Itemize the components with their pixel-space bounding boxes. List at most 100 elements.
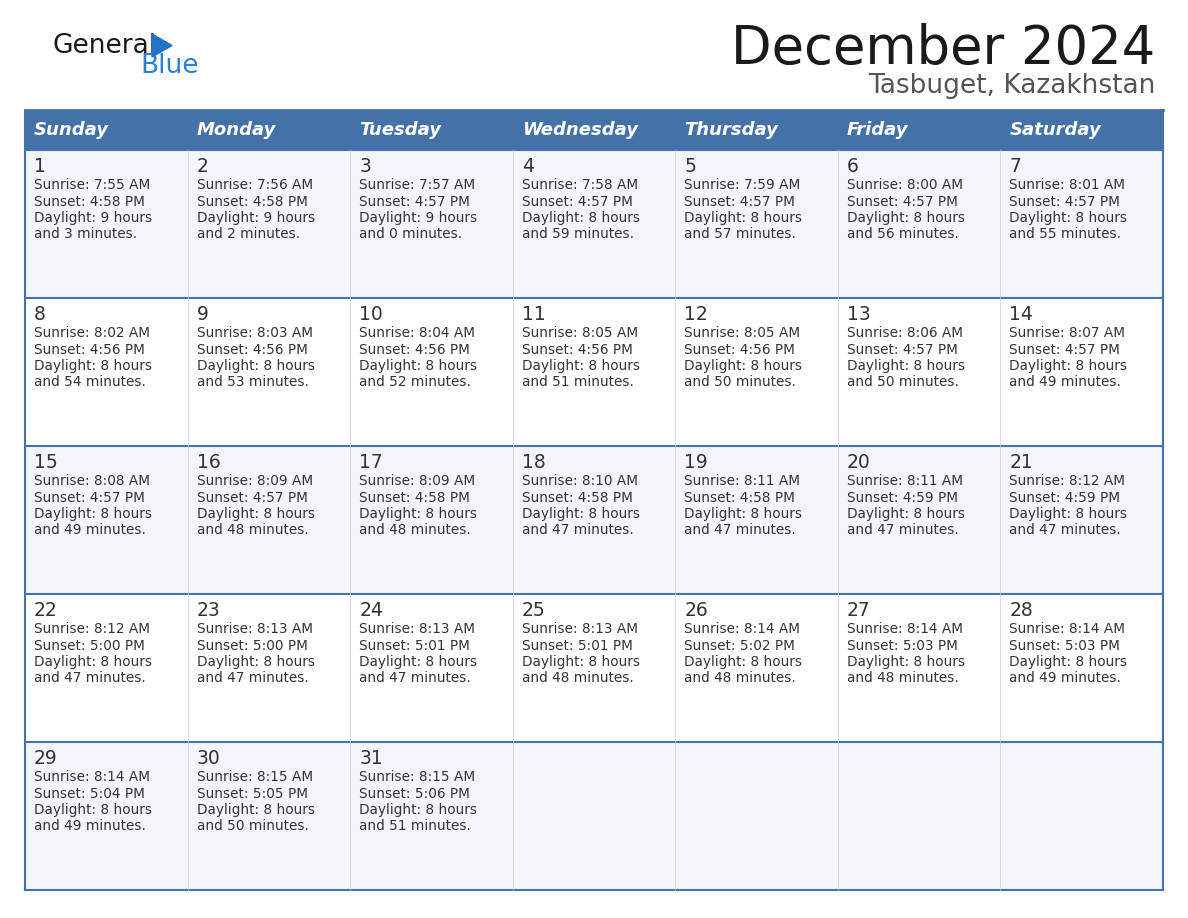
Text: Daylight: 9 hours: Daylight: 9 hours [359,211,478,225]
Bar [25,110,188,150]
Bar [513,446,675,594]
Text: Sunset: 4:59 PM: Sunset: 4:59 PM [1010,490,1120,505]
Text: Sunrise: 8:14 AM: Sunrise: 8:14 AM [1010,622,1125,636]
Text: 27: 27 [847,601,871,620]
Text: and 48 minutes.: and 48 minutes. [196,523,309,538]
Bar [25,594,188,742]
Text: Sunset: 4:58 PM: Sunset: 4:58 PM [359,490,470,505]
Bar [188,446,350,594]
Text: and 55 minutes.: and 55 minutes. [1010,228,1121,241]
Text: 22: 22 [34,601,58,620]
Text: Sunset: 4:58 PM: Sunset: 4:58 PM [196,195,308,208]
Text: Sunrise: 8:01 AM: Sunrise: 8:01 AM [1010,178,1125,192]
Bar [350,150,513,298]
Text: Daylight: 8 hours: Daylight: 8 hours [847,359,965,373]
Text: Daylight: 9 hours: Daylight: 9 hours [34,211,152,225]
Text: 23: 23 [196,601,220,620]
Text: 1: 1 [34,157,46,176]
Text: and 47 minutes.: and 47 minutes. [522,523,633,538]
Text: and 52 minutes.: and 52 minutes. [359,375,470,389]
Text: Sunrise: 8:12 AM: Sunrise: 8:12 AM [1010,474,1125,488]
Text: Daylight: 8 hours: Daylight: 8 hours [522,655,639,669]
Text: Sunrise: 8:13 AM: Sunrise: 8:13 AM [196,622,312,636]
Text: Daylight: 8 hours: Daylight: 8 hours [359,359,478,373]
Text: and 54 minutes.: and 54 minutes. [34,375,146,389]
Text: General: General [52,33,156,59]
Bar [25,298,188,446]
Text: Sunrise: 8:12 AM: Sunrise: 8:12 AM [34,622,150,636]
Bar [188,110,350,150]
Bar [838,446,1000,594]
Text: 31: 31 [359,749,383,768]
Bar [675,594,838,742]
Text: Daylight: 8 hours: Daylight: 8 hours [34,507,152,521]
Text: Sunset: 4:58 PM: Sunset: 4:58 PM [34,195,145,208]
Bar [1000,742,1163,890]
Text: 19: 19 [684,453,708,472]
Text: Sunset: 5:00 PM: Sunset: 5:00 PM [196,639,308,653]
Text: Wednesday: Wednesday [522,121,638,139]
Text: Daylight: 8 hours: Daylight: 8 hours [847,655,965,669]
Text: and 48 minutes.: and 48 minutes. [847,671,959,686]
Text: Sunrise: 8:05 AM: Sunrise: 8:05 AM [684,326,801,340]
Text: Blue: Blue [140,53,198,79]
Text: Sunrise: 8:06 AM: Sunrise: 8:06 AM [847,326,962,340]
Text: and 50 minutes.: and 50 minutes. [684,375,796,389]
Bar [1000,298,1163,446]
Bar [675,742,838,890]
Text: Sunrise: 8:11 AM: Sunrise: 8:11 AM [684,474,801,488]
Text: and 0 minutes.: and 0 minutes. [359,228,462,241]
Text: and 49 minutes.: and 49 minutes. [34,820,146,834]
Bar [513,150,675,298]
Bar [513,594,675,742]
Text: and 53 minutes.: and 53 minutes. [196,375,309,389]
Text: Sunset: 5:05 PM: Sunset: 5:05 PM [196,787,308,800]
Text: Sunrise: 8:00 AM: Sunrise: 8:00 AM [847,178,962,192]
Text: Daylight: 8 hours: Daylight: 8 hours [684,359,802,373]
Text: 29: 29 [34,749,58,768]
Text: Sunset: 4:58 PM: Sunset: 4:58 PM [522,490,632,505]
Text: 15: 15 [34,453,58,472]
Text: Sunrise: 8:09 AM: Sunrise: 8:09 AM [359,474,475,488]
Text: Sunrise: 8:05 AM: Sunrise: 8:05 AM [522,326,638,340]
Bar [838,110,1000,150]
Text: and 56 minutes.: and 56 minutes. [847,228,959,241]
Text: Daylight: 9 hours: Daylight: 9 hours [196,211,315,225]
Text: Sunset: 5:00 PM: Sunset: 5:00 PM [34,639,145,653]
Text: 17: 17 [359,453,383,472]
Text: Sunset: 4:57 PM: Sunset: 4:57 PM [522,195,632,208]
Text: 14: 14 [1010,305,1034,324]
Text: 13: 13 [847,305,871,324]
Text: and 48 minutes.: and 48 minutes. [684,671,796,686]
Text: Daylight: 8 hours: Daylight: 8 hours [34,803,152,817]
Text: Daylight: 8 hours: Daylight: 8 hours [196,803,315,817]
Text: and 3 minutes.: and 3 minutes. [34,228,137,241]
Bar [838,150,1000,298]
Text: and 51 minutes.: and 51 minutes. [359,820,470,834]
Text: Tasbuget, Kazakhstan: Tasbuget, Kazakhstan [867,73,1155,99]
Text: 6: 6 [847,157,859,176]
Text: Daylight: 8 hours: Daylight: 8 hours [196,655,315,669]
Bar [1000,594,1163,742]
Bar [1000,110,1163,150]
Text: and 48 minutes.: and 48 minutes. [359,523,470,538]
Text: and 49 minutes.: and 49 minutes. [34,523,146,538]
Text: and 47 minutes.: and 47 minutes. [684,523,796,538]
Text: Sunrise: 8:08 AM: Sunrise: 8:08 AM [34,474,150,488]
Bar [1000,446,1163,594]
Text: Sunday: Sunday [34,121,109,139]
Bar [350,298,513,446]
Text: Sunset: 5:03 PM: Sunset: 5:03 PM [1010,639,1120,653]
Text: Sunrise: 7:57 AM: Sunrise: 7:57 AM [359,178,475,192]
Text: 3: 3 [359,157,371,176]
Bar [513,742,675,890]
Bar [675,110,838,150]
Text: and 59 minutes.: and 59 minutes. [522,228,633,241]
Text: Sunrise: 8:14 AM: Sunrise: 8:14 AM [847,622,962,636]
Text: 21: 21 [1010,453,1034,472]
Text: Sunrise: 8:15 AM: Sunrise: 8:15 AM [196,770,312,784]
Text: 8: 8 [34,305,46,324]
Bar [350,594,513,742]
Text: Daylight: 8 hours: Daylight: 8 hours [847,211,965,225]
Text: 5: 5 [684,157,696,176]
